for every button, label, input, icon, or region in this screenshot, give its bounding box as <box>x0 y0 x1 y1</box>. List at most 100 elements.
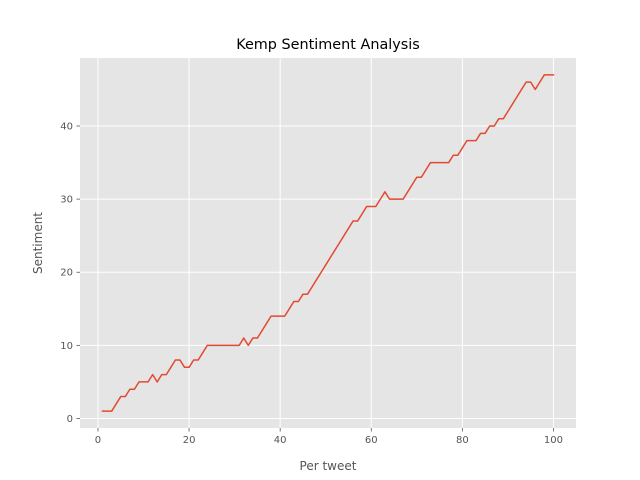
y-axis-label: Sentiment <box>31 212 45 274</box>
data-point <box>202 352 203 353</box>
y-tick-label: 30 <box>60 195 73 206</box>
data-point <box>307 294 308 295</box>
data-point <box>298 301 299 302</box>
data-point <box>371 206 372 207</box>
data-point <box>494 126 495 127</box>
data-point <box>375 206 376 207</box>
data-point <box>102 411 103 412</box>
data-point <box>521 89 522 90</box>
data-point <box>284 316 285 317</box>
data-point <box>384 191 385 192</box>
data-point <box>334 250 335 251</box>
data-point <box>357 221 358 222</box>
data-point <box>517 96 518 97</box>
data-point <box>138 381 139 382</box>
data-point <box>471 140 472 141</box>
data-point <box>476 140 477 141</box>
plot-area <box>80 58 576 428</box>
series-layer <box>101 74 555 412</box>
data-point <box>271 316 272 317</box>
data-point <box>535 89 536 90</box>
data-point <box>389 199 390 200</box>
data-point <box>111 411 112 412</box>
data-point <box>161 374 162 375</box>
data-point <box>239 345 240 346</box>
data-point <box>544 74 545 75</box>
data-point <box>366 206 367 207</box>
data-point <box>480 133 481 134</box>
data-point <box>412 184 413 185</box>
data-point <box>425 169 426 170</box>
x-tick-label: 20 <box>183 435 196 446</box>
data-point <box>120 396 121 397</box>
data-point <box>448 162 449 163</box>
data-point <box>421 177 422 178</box>
data-point <box>207 345 208 346</box>
data-point <box>280 316 281 317</box>
data-point <box>157 381 158 382</box>
data-point <box>230 345 231 346</box>
data-point <box>325 264 326 265</box>
data-point <box>166 374 167 375</box>
data-point <box>526 82 527 83</box>
data-point <box>175 360 176 361</box>
data-point <box>398 199 399 200</box>
data-point <box>220 345 221 346</box>
data-point <box>348 228 349 229</box>
data-point <box>330 257 331 258</box>
data-point <box>225 345 226 346</box>
data-point <box>435 162 436 163</box>
data-point <box>189 367 190 368</box>
data-point <box>380 199 381 200</box>
data-point <box>302 294 303 295</box>
data-point <box>430 162 431 163</box>
data-point <box>289 308 290 309</box>
x-tick-label: 80 <box>456 435 469 446</box>
data-point <box>512 104 513 105</box>
data-point <box>211 345 212 346</box>
data-point <box>498 118 499 119</box>
data-point <box>530 82 531 83</box>
data-point <box>248 345 249 346</box>
data-point <box>170 367 171 368</box>
x-axis-label: Per tweet <box>300 459 357 473</box>
x-tick-label: 40 <box>274 435 287 446</box>
data-point <box>362 213 363 214</box>
data-point <box>539 82 540 83</box>
data-point <box>275 316 276 317</box>
data-point <box>143 381 144 382</box>
data-point <box>134 389 135 390</box>
data-point <box>293 301 294 302</box>
data-point <box>444 162 445 163</box>
y-tick-label: 40 <box>60 122 73 133</box>
y-tick-label: 0 <box>67 414 73 425</box>
data-point <box>234 345 235 346</box>
data-point <box>148 381 149 382</box>
data-point <box>184 367 185 368</box>
x-tick-label: 100 <box>544 435 563 446</box>
sentiment-series-line <box>101 74 555 412</box>
data-point <box>453 155 454 156</box>
data-point <box>266 323 267 324</box>
data-point <box>261 330 262 331</box>
data-point <box>503 118 504 119</box>
data-point <box>489 126 490 127</box>
data-point <box>339 243 340 244</box>
x-axis-ticks: 0 20 40 60 80 100 <box>95 428 563 446</box>
x-tick-label: 60 <box>365 435 378 446</box>
data-point <box>216 345 217 346</box>
data-point <box>257 338 258 339</box>
data-point <box>343 235 344 236</box>
data-point <box>466 140 467 141</box>
data-point <box>193 360 194 361</box>
data-point <box>553 74 554 75</box>
data-point <box>507 111 508 112</box>
data-point <box>403 199 404 200</box>
data-point <box>243 338 244 339</box>
data-point <box>462 147 463 148</box>
chart-title: Kemp Sentiment Analysis <box>236 37 420 53</box>
x-tick-label: 0 <box>95 435 101 446</box>
data-point <box>485 133 486 134</box>
data-point <box>407 191 408 192</box>
